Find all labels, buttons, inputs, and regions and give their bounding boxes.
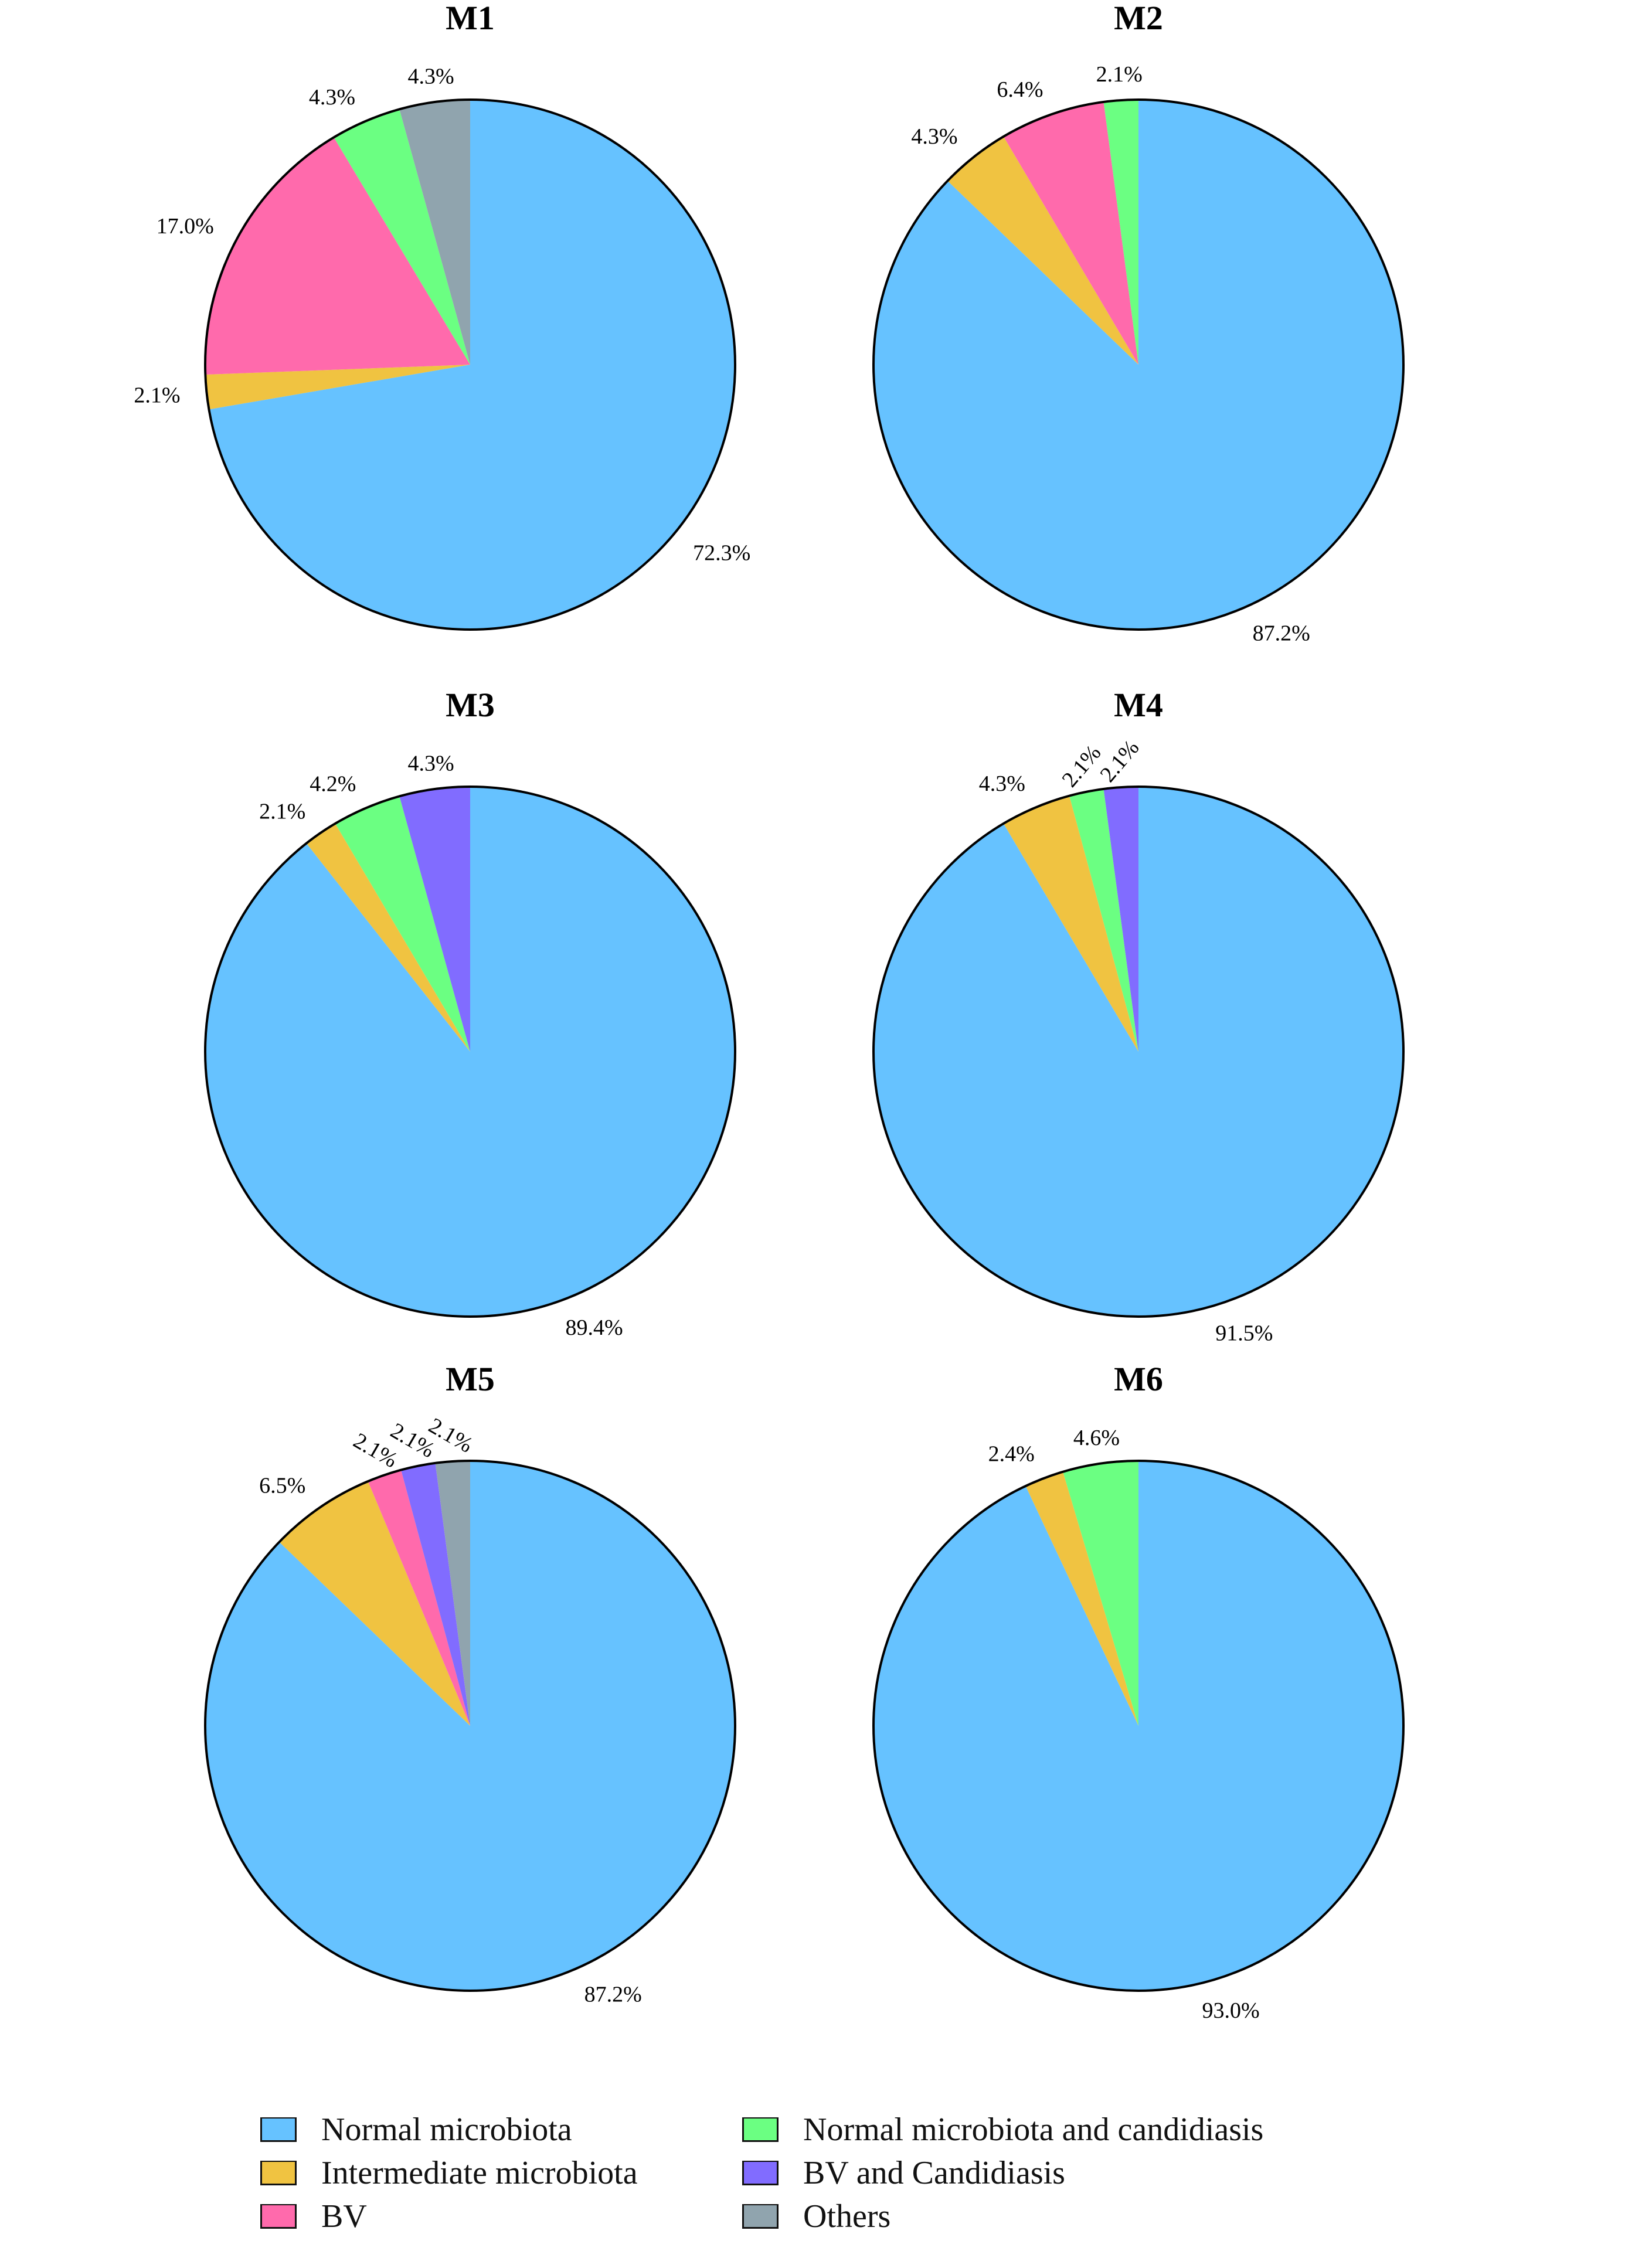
legend-label: Others	[803, 2198, 891, 2235]
pie-slice-bv	[368, 1470, 470, 1726]
pie-slice-bv	[205, 137, 470, 375]
legend-item-intermediate-microbiota: Intermediate microbiota	[260, 2154, 638, 2192]
chart-title: M4	[1114, 686, 1163, 724]
slice-percent-label: 6.5%	[259, 1474, 305, 1498]
legend-label: Normal microbiota	[321, 2111, 572, 2148]
pie-outline	[872, 786, 1405, 1318]
slice-percent-label: 4.3%	[979, 771, 1025, 796]
legend-item-normal-microbiota-and-candidiasis: Normal microbiota and candidiasis	[742, 2110, 1263, 2149]
pie-slice-intermediate-microbiota	[205, 365, 470, 410]
slice-percent-label: 2.1%	[1096, 62, 1143, 87]
legend-swatch-icon	[260, 2161, 297, 2185]
pie-slice-others	[435, 1461, 470, 1726]
slice-percent-label: 2.1%	[1095, 736, 1144, 787]
slice-percent-label: 89.4%	[566, 1315, 623, 1340]
pie-slice-bv	[1003, 101, 1138, 365]
slice-percent-label: 87.2%	[1253, 621, 1310, 646]
chart-title: M1	[446, 0, 495, 37]
pie-slice-normal-microbiota	[209, 100, 735, 630]
legend-swatch-icon	[260, 2204, 297, 2229]
pie-chart-m6: M6 93.0% 2.4% 4.6%	[872, 1360, 1405, 2023]
pie-chart-m2: M2 87.2% 4.3% 6.4% 2.1%	[872, 0, 1405, 646]
pie-outline	[204, 1460, 736, 1992]
slice-percent-label: 4.2%	[310, 771, 356, 796]
pie-slice-normal-microbiota-and-candidiasis	[335, 796, 470, 1052]
legend-label: Intermediate microbiota	[321, 2155, 638, 2191]
slice-percent-label: 4.3%	[407, 751, 454, 776]
legend-label: BV and Candidiasis	[803, 2155, 1065, 2191]
pie-slice-normal-microbiota-and-candidiasis	[334, 109, 470, 365]
legend-item-normal-microbiota: Normal microbiota	[260, 2110, 572, 2149]
legend-swatch-icon	[742, 2161, 779, 2185]
slice-percent-label: 6.4%	[997, 77, 1043, 102]
pie-slice-bv-and-candidiasis	[401, 1463, 470, 1726]
legend-swatch-icon	[742, 2204, 779, 2229]
pie-slice-intermediate-microbiota	[947, 136, 1138, 365]
slice-percent-label: 72.3%	[693, 541, 750, 566]
pie-slice-normal-microbiota	[205, 787, 735, 1317]
slice-percent-label: 87.2%	[584, 1983, 642, 2007]
chart-title: M6	[1114, 1360, 1163, 1398]
slice-percent-label: 17.0%	[157, 214, 214, 239]
pie-slice-intermediate-microbiota	[279, 1481, 470, 1726]
slice-percent-label: 2.4%	[988, 1441, 1035, 1466]
legend-item-others: Others	[742, 2197, 890, 2236]
legend-label: Normal microbiota and candidiasis	[803, 2111, 1264, 2148]
legend-item-bv-and-candidiasis: BV and Candidiasis	[742, 2154, 1065, 2192]
pie-slice-normal-microbiota	[205, 1461, 736, 1991]
pie-chart-m1: M1 72.3% 2.1% 17.0% 4.3% 4.3%	[134, 0, 750, 631]
pie-slice-intermediate-microbiota	[306, 823, 470, 1052]
legend: Normal microbiota Intermediate microbiot…	[260, 2110, 1374, 2245]
pie-slice-bv-and-candidiasis	[1103, 787, 1138, 1052]
slice-percent-label: 4.6%	[1073, 1426, 1120, 1450]
pie-slice-bv-and-candidiasis	[399, 787, 470, 1052]
slice-percent-label: 93.0%	[1202, 1998, 1259, 2023]
chart-title: M2	[1114, 0, 1163, 37]
pie-slice-normal-microbiota-and-candidiasis	[1063, 1461, 1138, 1726]
pie-chart-m3: M3 89.4% 2.1%4.2% 4.3%	[204, 686, 736, 1340]
legend-swatch-icon	[742, 2117, 779, 2142]
legend-swatch-icon	[260, 2117, 297, 2142]
pie-outline	[872, 1460, 1405, 1992]
pie-slice-intermediate-microbiota	[1025, 1471, 1138, 1726]
pie-slice-intermediate-microbiota	[1003, 795, 1138, 1052]
pie-slice-normal-microbiota-and-candidiasis	[1103, 100, 1138, 365]
slice-percent-label: 4.3%	[911, 124, 957, 149]
pie-slice-others	[399, 100, 470, 365]
slice-percent-label: 2.1%	[259, 800, 305, 824]
pie-slice-normal-microbiota-and-candidiasis	[1069, 788, 1138, 1052]
slice-percent-label: 91.5%	[1215, 1321, 1273, 1346]
slice-percent-label: 2.1%	[134, 383, 180, 407]
legend-label: BV	[321, 2198, 367, 2235]
chart-title: M5	[446, 1360, 495, 1398]
legend-item-bv: BV	[260, 2197, 367, 2236]
slice-percent-label: 4.3%	[309, 85, 355, 110]
pie-outline	[204, 98, 736, 631]
chart-title: M3	[446, 686, 495, 724]
pie-charts-group: M1 72.3% 2.1% 17.0% 4.3% 4.3% M2 87.2% 4.3% 6.4% 2…	[134, 0, 1405, 2023]
pie-outline	[204, 786, 736, 1318]
slice-percent-label: 4.3%	[407, 64, 454, 89]
pie-outline	[872, 98, 1405, 631]
